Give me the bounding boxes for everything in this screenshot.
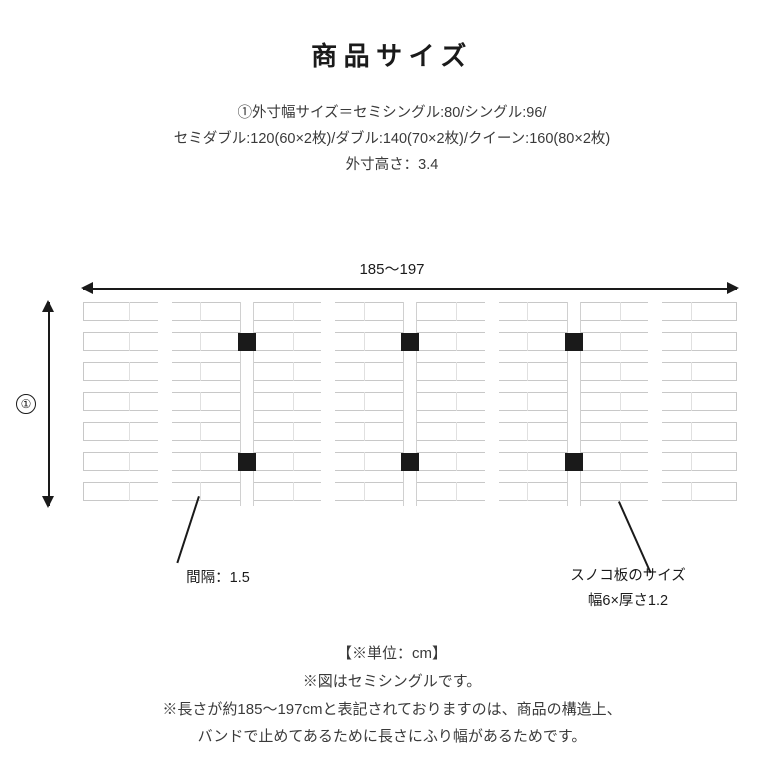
slat xyxy=(83,362,247,381)
slat xyxy=(574,302,738,321)
connector-peg xyxy=(565,453,583,471)
width-dimension-arrow xyxy=(83,284,737,294)
mat-panel xyxy=(83,302,247,506)
slat xyxy=(574,392,738,411)
connector-peg xyxy=(565,333,583,351)
slat xyxy=(247,332,411,351)
slat xyxy=(410,302,574,321)
note-figure: ※図はセミシングルです。 xyxy=(0,668,784,696)
slat xyxy=(83,482,247,501)
width-dimension-label: 185～197 xyxy=(38,258,746,279)
desc-line-2: セミダブル:120(60×2枚)/ダブル:140(70×2枚)/クイーン:160… xyxy=(0,126,784,152)
callout-slat-line1: スノコ板のサイズ xyxy=(508,564,748,589)
slat xyxy=(410,422,574,441)
callout-slat-label: スノコ板のサイズ 幅6×厚さ1.2 xyxy=(508,564,748,613)
mat-panel xyxy=(574,302,738,506)
desc-line-1: ①外寸幅サイズ＝セミシングル:80/シングル:96/ xyxy=(0,100,784,126)
callout-slat-line2: 幅6×厚さ1.2 xyxy=(508,589,748,614)
height-marker-circled-1: ① xyxy=(16,394,36,414)
callout-gap-label: 間隔：1.5 xyxy=(138,566,298,587)
callout-gap-text: 間隔：1.5 xyxy=(186,570,250,586)
connector-peg xyxy=(401,453,419,471)
slat xyxy=(410,482,574,501)
slat xyxy=(247,302,411,321)
slat xyxy=(247,392,411,411)
slat xyxy=(247,452,411,471)
note-unit: 【※単位：cm】 xyxy=(0,640,784,668)
page-title: 商品サイズ xyxy=(0,36,784,73)
slat xyxy=(83,452,247,471)
note-length-2: バンドで止めてあるために長さにふり幅があるためです。 xyxy=(0,723,784,751)
connector-peg xyxy=(238,453,256,471)
slat xyxy=(574,362,738,381)
footnotes: 【※単位：cm】 ※図はセミシングルです。 ※長さが約185～197cmと表記さ… xyxy=(0,640,784,751)
slat xyxy=(247,362,411,381)
size-diagram: 185～197 ① 間隔：1.5 スノコ板のサイズ 幅6×厚さ1.2 xyxy=(38,258,746,558)
slat xyxy=(247,482,411,501)
slat xyxy=(83,422,247,441)
slat xyxy=(574,482,738,501)
size-description: ①外寸幅サイズ＝セミシングル:80/シングル:96/ セミダブル:120(60×… xyxy=(0,100,784,178)
slat xyxy=(410,452,574,471)
callout-line-gap xyxy=(176,496,199,563)
slat-mat xyxy=(83,302,737,506)
slat xyxy=(574,422,738,441)
height-dimension-arrow xyxy=(44,302,54,506)
slat xyxy=(410,362,574,381)
slat xyxy=(574,452,738,471)
callout-line-slat xyxy=(618,501,651,573)
page: 商品サイズ ①外寸幅サイズ＝セミシングル:80/シングル:96/ セミダブル:1… xyxy=(0,0,784,784)
connector-peg xyxy=(401,333,419,351)
slat xyxy=(574,332,738,351)
desc-line-3: 外寸高さ：3.4 xyxy=(0,152,784,178)
note-length-1: ※長さが約185～197cmと表記されておりますのは、商品の構造上、 xyxy=(0,696,784,724)
mat-panel xyxy=(410,302,574,506)
mat-panel xyxy=(247,302,411,506)
height-marker-glyph: ① xyxy=(21,397,32,411)
slat xyxy=(247,422,411,441)
slat xyxy=(83,302,247,321)
slat xyxy=(83,332,247,351)
connector-peg xyxy=(238,333,256,351)
slat xyxy=(83,392,247,411)
slat xyxy=(410,392,574,411)
slat xyxy=(410,332,574,351)
